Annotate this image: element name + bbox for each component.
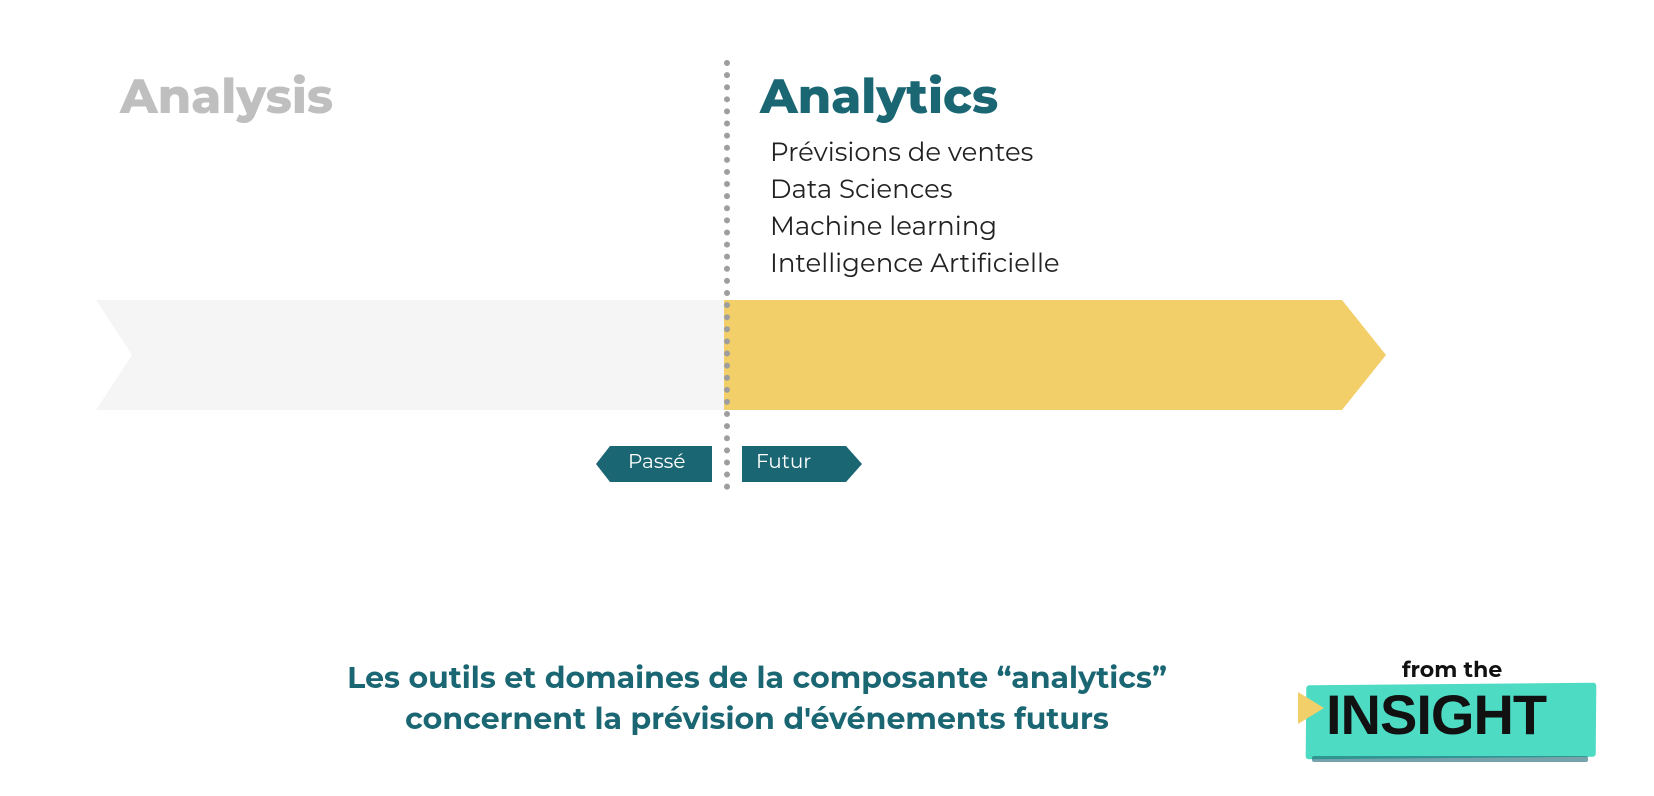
analytics-item: Prévisions de ventes	[770, 135, 1060, 170]
future-badge-label: Futur	[756, 450, 811, 474]
logo-brand-text: INSIGHT	[1326, 682, 1546, 747]
analytics-list: Prévisions de ventes Data Sciences Machi…	[770, 135, 1060, 283]
timeline-divider	[724, 60, 730, 490]
logo-play-icon	[1298, 692, 1324, 724]
future-band-shape	[724, 300, 1386, 410]
analysis-heading: Analysis	[120, 68, 333, 126]
analytics-item: Data Sciences	[770, 172, 1060, 207]
analytics-item: Machine learning	[770, 209, 1060, 244]
timeline-arrow	[96, 300, 1386, 410]
brand-logo: from the INSIGHT	[1306, 656, 1596, 766]
logo-from-text: from the	[1402, 656, 1502, 683]
past-band-shape	[96, 300, 724, 410]
analytics-heading: Analytics	[760, 68, 998, 126]
caption-line: concernent la prévision d'événements fut…	[120, 699, 1394, 740]
logo-brush-shadow	[1312, 756, 1588, 762]
caption-line: Les outils et domaines de la composante …	[120, 658, 1394, 699]
analytics-item: Intelligence Artificielle	[770, 246, 1060, 281]
past-badge-label: Passé	[628, 450, 685, 474]
